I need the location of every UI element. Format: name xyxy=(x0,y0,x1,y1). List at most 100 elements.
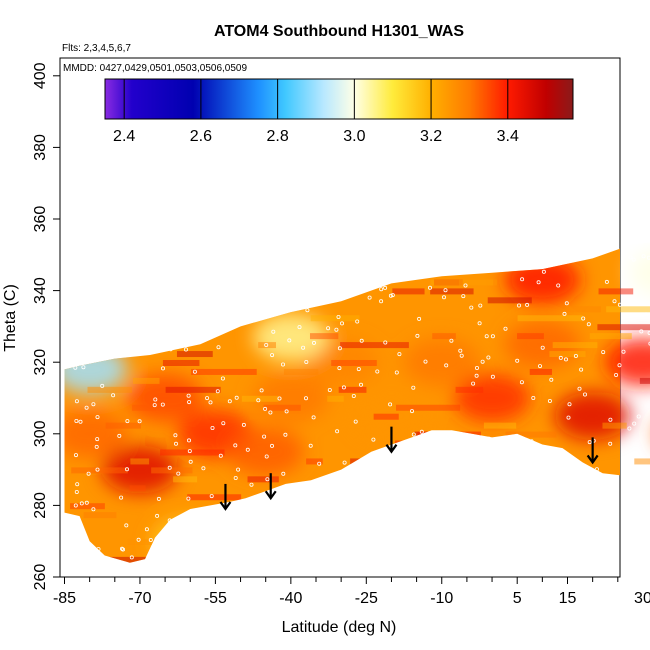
measurement-point xyxy=(277,396,282,401)
measurement-point xyxy=(87,282,92,287)
measurement-point xyxy=(529,439,534,444)
measurement-point xyxy=(375,369,380,374)
measurement-point xyxy=(281,471,286,476)
measurement-point xyxy=(162,314,167,319)
measurement-point xyxy=(280,232,285,237)
measurement-point xyxy=(175,517,180,522)
measurement-point xyxy=(342,460,347,465)
x-tick-label: -85 xyxy=(53,590,76,607)
measurement-point xyxy=(388,293,393,298)
field-blob xyxy=(554,391,631,440)
field-streak xyxy=(75,225,93,232)
measurement-point xyxy=(435,481,440,486)
measurement-point xyxy=(644,312,649,317)
field-streak xyxy=(483,422,517,429)
measurement-point xyxy=(388,402,393,407)
measurement-point xyxy=(419,429,424,434)
measurement-point xyxy=(226,507,231,512)
measurement-point xyxy=(641,254,646,259)
measurement-point xyxy=(484,334,489,339)
measurement-point xyxy=(148,538,153,543)
measurement-point xyxy=(338,251,343,256)
colorbar-tick-label: 3.2 xyxy=(420,128,442,145)
field-streak xyxy=(87,386,133,393)
measurement-point xyxy=(515,358,520,363)
measurement-point xyxy=(185,257,190,262)
measurement-point xyxy=(536,280,541,285)
measurement-point xyxy=(290,508,295,513)
measurement-point xyxy=(95,467,100,472)
measurement-point xyxy=(284,409,289,414)
measurement-point xyxy=(79,501,84,506)
measurement-point xyxy=(183,347,188,352)
field-streak xyxy=(263,404,301,411)
measurement-point xyxy=(646,255,650,260)
measurement-point xyxy=(301,345,306,350)
measurement-point xyxy=(399,549,404,554)
field-streak xyxy=(543,530,581,537)
field-streak xyxy=(132,404,157,411)
field-streak xyxy=(71,467,128,474)
colorbar-tick-label: 3.4 xyxy=(497,128,519,145)
measurement-point xyxy=(205,396,210,401)
field-streak xyxy=(487,297,532,304)
field-streak xyxy=(340,342,409,349)
measurement-point xyxy=(232,234,237,239)
field-blob xyxy=(252,313,329,362)
measurement-point xyxy=(167,465,172,470)
measurement-point xyxy=(122,241,127,246)
measurement-point xyxy=(547,398,552,403)
measurement-point xyxy=(471,436,476,441)
measurement-point xyxy=(282,258,287,263)
field-streak xyxy=(306,458,323,465)
measurement-point xyxy=(221,421,226,426)
measurement-point xyxy=(522,240,527,245)
field-streak xyxy=(505,431,557,438)
field-streak xyxy=(430,288,474,295)
measurement-point xyxy=(256,398,261,403)
field-streak xyxy=(422,521,462,528)
measurement-point xyxy=(601,350,606,355)
measurement-point xyxy=(355,319,360,324)
measurement-point xyxy=(631,257,636,262)
measurement-point xyxy=(590,472,595,477)
field-streak xyxy=(165,386,221,393)
measurement-point xyxy=(95,437,100,442)
field-streak xyxy=(318,261,336,268)
measurement-point xyxy=(566,415,571,420)
measurement-point xyxy=(636,414,641,419)
measurement-point xyxy=(207,335,212,340)
measurement-point xyxy=(168,347,173,352)
down-arrow xyxy=(385,426,398,454)
measurement-point xyxy=(327,230,332,235)
field-streak xyxy=(146,270,187,277)
measurement-point xyxy=(283,432,288,437)
measurement-point xyxy=(173,433,178,438)
field-streak xyxy=(64,270,105,277)
measurement-point xyxy=(198,518,203,523)
measurement-point xyxy=(81,365,86,370)
measurement-point xyxy=(334,327,339,332)
measurement-point xyxy=(605,524,610,529)
measurement-point xyxy=(587,440,592,445)
measurement-point xyxy=(187,449,192,454)
measurement-point xyxy=(430,505,435,510)
measurement-point xyxy=(251,298,256,303)
measurement-point xyxy=(126,326,131,331)
measurement-point xyxy=(341,385,346,390)
measurement-point xyxy=(422,490,427,495)
measurement-point xyxy=(208,400,213,405)
field-streak xyxy=(460,449,526,456)
field-streak xyxy=(279,512,337,519)
measurement-point xyxy=(430,437,435,442)
measurement-point xyxy=(205,321,210,326)
measurement-point xyxy=(311,340,316,345)
measurement-point xyxy=(475,236,480,241)
measurement-point xyxy=(615,234,620,239)
measurement-point xyxy=(353,419,358,424)
measurement-point xyxy=(562,235,567,240)
field-blob xyxy=(64,409,128,458)
measurement-point xyxy=(136,256,141,261)
measurement-point xyxy=(78,419,83,424)
measurement-point xyxy=(300,294,305,299)
